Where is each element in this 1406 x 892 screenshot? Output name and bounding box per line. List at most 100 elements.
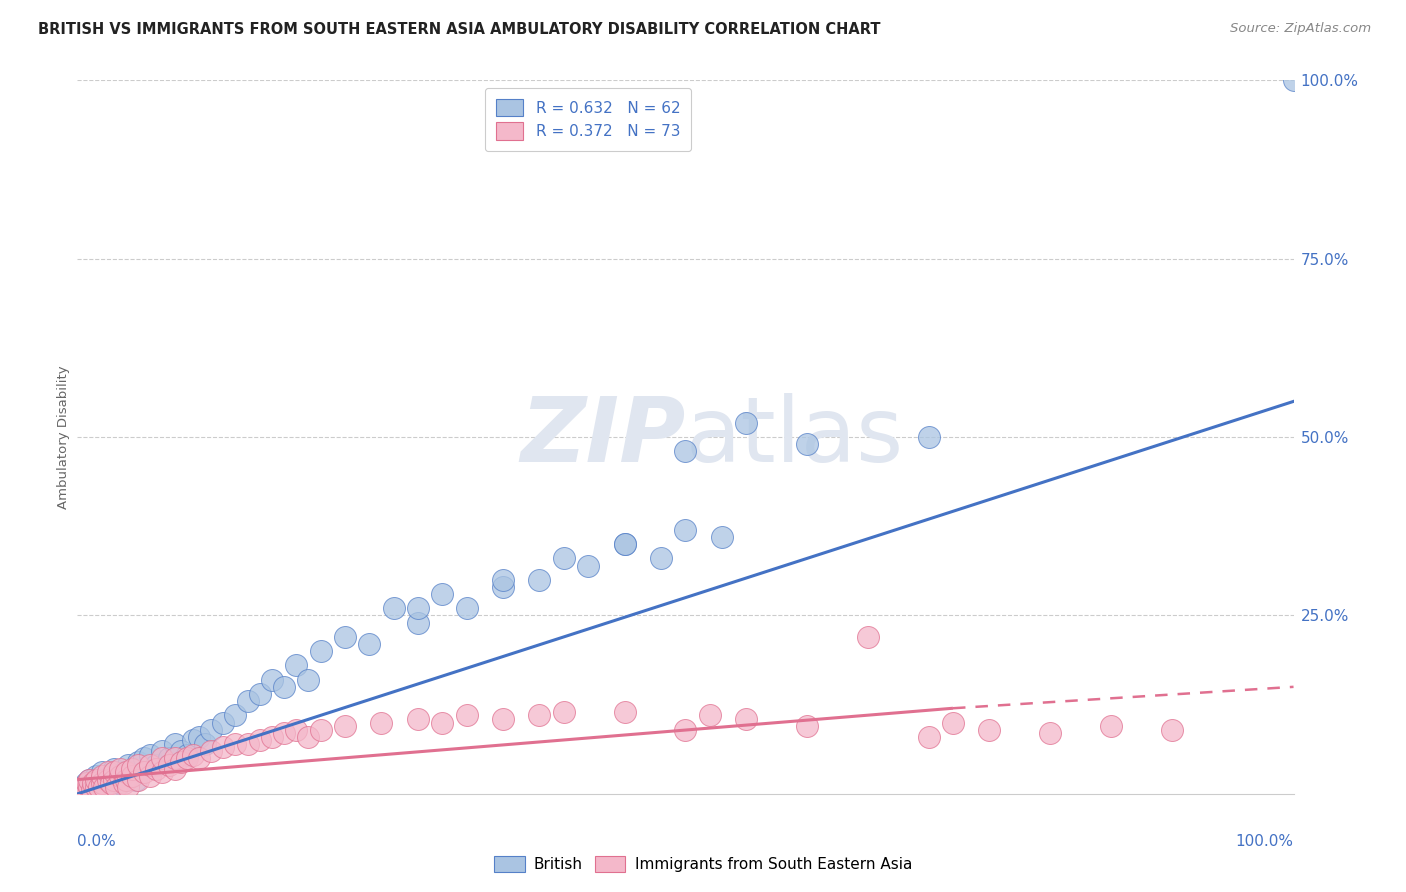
Point (121, 765, 143, 780)
Point (492, 580, 515, 594)
Point (613, 537, 636, 551)
Point (181, 747, 204, 762)
Point (675, 444, 697, 458)
Point (1282, 73, 1305, 87)
Point (157, 751, 180, 765)
Point (188, 751, 211, 765)
Point (84, 769, 107, 783)
Point (856, 630, 879, 644)
Point (145, 762, 167, 776)
Point (134, 765, 156, 780)
Text: Source: ZipAtlas.com: Source: ZipAtlas.com (1230, 22, 1371, 36)
Point (236, 737, 259, 751)
Point (406, 615, 429, 630)
Point (1099, 719, 1122, 733)
Point (139, 747, 162, 762)
Point (492, 573, 515, 587)
Point (103, 762, 125, 776)
Point (75, 776, 97, 790)
Point (194, 737, 217, 751)
Point (529, 573, 551, 587)
Legend: R = 0.632   N = 62, R = 0.372   N = 73: R = 0.632 N = 62, R = 0.372 N = 73 (485, 88, 690, 151)
Point (699, 708, 721, 723)
Point (152, 751, 174, 765)
Point (249, 733, 271, 747)
Point (735, 416, 758, 430)
Point (260, 730, 283, 744)
Point (75, 783, 97, 797)
Text: BRITISH VS IMMIGRANTS FROM SOUTH EASTERN ASIA AMBULATORY DISABILITY CORRELATION : BRITISH VS IMMIGRANTS FROM SOUTH EASTERN… (38, 22, 880, 37)
Point (145, 758, 167, 772)
Point (224, 708, 246, 723)
Point (309, 723, 332, 737)
Point (139, 769, 162, 783)
Point (90, 769, 112, 783)
Point (675, 723, 697, 737)
Point (108, 762, 131, 776)
Point (79, 772, 101, 787)
Point (163, 737, 186, 751)
Text: 100.0%: 100.0% (1236, 834, 1294, 849)
Point (224, 737, 246, 751)
Point (553, 551, 575, 566)
Point (650, 551, 672, 566)
Point (236, 694, 259, 708)
Point (212, 740, 235, 755)
Point (430, 587, 453, 601)
Point (200, 744, 222, 758)
Point (576, 558, 599, 573)
Y-axis label: Ambulatory Disability: Ambulatory Disability (58, 365, 70, 509)
Point (100, 776, 122, 790)
Point (108, 769, 131, 783)
Point (80, 783, 103, 797)
Point (121, 762, 143, 776)
Point (90, 765, 112, 780)
Point (108, 776, 131, 790)
Point (553, 705, 575, 719)
Point (181, 733, 204, 747)
Point (176, 747, 198, 762)
Point (127, 772, 149, 787)
Point (79, 780, 101, 794)
Point (103, 772, 125, 787)
Point (115, 772, 138, 787)
Point (93, 772, 115, 787)
Point (382, 601, 405, 615)
Point (97, 765, 120, 780)
Point (72, 780, 94, 794)
Text: atlas: atlas (686, 393, 904, 481)
Point (117, 780, 139, 794)
Point (260, 673, 283, 687)
Point (152, 765, 174, 780)
Point (103, 765, 125, 780)
Point (212, 715, 235, 730)
Point (176, 751, 198, 765)
Point (97, 780, 120, 794)
Point (80, 780, 103, 794)
Point (675, 523, 697, 537)
Point (285, 658, 308, 673)
Point (163, 762, 186, 776)
Point (170, 744, 193, 758)
Point (249, 687, 271, 701)
Point (1039, 726, 1062, 740)
Point (100, 772, 122, 787)
Point (613, 705, 636, 719)
Point (735, 712, 758, 726)
Point (79, 772, 101, 787)
Point (285, 723, 308, 737)
Point (121, 769, 143, 783)
Point (90, 776, 112, 790)
Point (333, 630, 356, 644)
Point (456, 708, 478, 723)
Point (406, 601, 429, 615)
Point (112, 765, 135, 780)
Point (115, 772, 138, 787)
Point (125, 772, 148, 787)
Point (105, 769, 128, 783)
Point (979, 723, 1001, 737)
Point (273, 680, 295, 694)
Point (297, 673, 319, 687)
Point (710, 530, 733, 544)
Point (89, 776, 111, 790)
